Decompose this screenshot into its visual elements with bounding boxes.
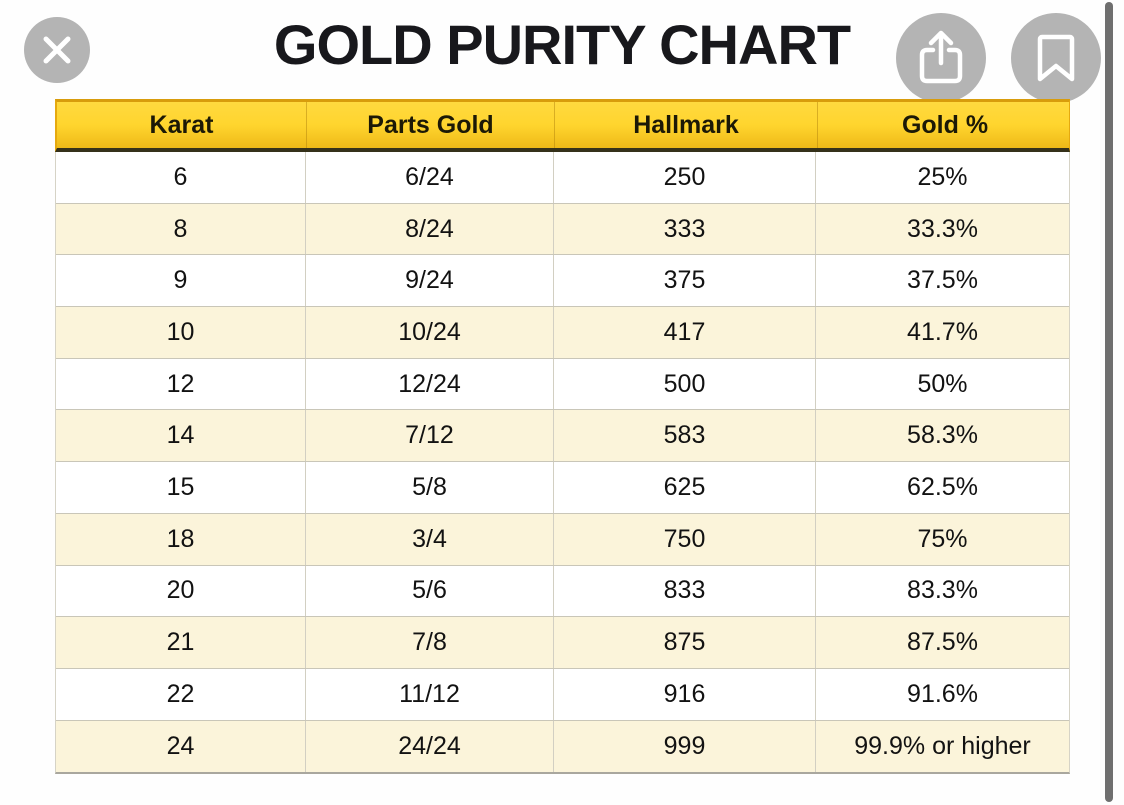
- table-body: 6 6/24 250 25% 8 8/24 333 33.3% 9 9/24 375 37.5% 10 1…: [55, 152, 1070, 775]
- table-cell: 8/24: [306, 203, 554, 255]
- share-button[interactable]: [896, 13, 986, 103]
- table-cell: 11/12: [306, 668, 554, 720]
- table-cell: 375: [554, 255, 816, 307]
- table-cell: 15: [56, 462, 306, 513]
- table-cell: 833: [554, 565, 816, 617]
- table-cell: 500: [554, 358, 816, 410]
- table-cell: 3/4: [306, 513, 554, 565]
- table-cell: 10/24: [306, 307, 554, 358]
- table-cell: 25%: [917, 162, 968, 191]
- close-button[interactable]: [24, 17, 90, 83]
- table-cell: 916: [554, 668, 816, 720]
- table-row: 18 3/4 750 75%: [56, 513, 1069, 566]
- table-cell: 750: [554, 513, 816, 565]
- table-row: 15 5/8 625 62.5%: [56, 462, 1069, 514]
- table-cell: 5/8: [306, 462, 554, 513]
- column-header-hallmark: Hallmark: [555, 102, 818, 148]
- table-cell: 18: [56, 513, 306, 565]
- table-cell: 5/6: [306, 565, 554, 617]
- table-cell: 999: [554, 720, 816, 773]
- table-header-row: Karat Parts Gold Hallmark Gold %: [55, 99, 1070, 152]
- table-cell: 417: [554, 307, 816, 358]
- table-row: 8 8/24 333 33.3%: [56, 203, 1069, 256]
- table-cell: 37.5%: [907, 266, 978, 295]
- table-row: 12 12/24 500 50%: [56, 358, 1069, 411]
- table-cell: 250: [554, 152, 816, 203]
- table-row: 10 10/24 417 41.7%: [56, 307, 1069, 359]
- table-cell: 6: [56, 152, 306, 203]
- table-cell: 33.3%: [907, 214, 978, 243]
- column-header-gold-pct: Gold %: [901, 110, 989, 139]
- table-row: 20 5/6 833 83.3%: [56, 565, 1069, 618]
- table-cell: 875: [554, 617, 816, 668]
- table-cell: 24/24: [306, 720, 554, 773]
- table-cell: 58.3%: [907, 421, 978, 450]
- table-cell: 6/24: [306, 152, 554, 203]
- table-cell: 91.6%: [907, 679, 978, 708]
- table-row: 24 24/24 999 99.9% or higher: [56, 720, 1069, 773]
- table-row: 21 7/8 875 87.5%: [56, 617, 1069, 669]
- vertical-scrollbar[interactable]: [1105, 2, 1113, 802]
- table-cell: 50%: [917, 369, 968, 398]
- share-icon: [915, 30, 967, 86]
- table-cell: 12: [56, 358, 306, 410]
- bookmark-icon: [1034, 31, 1078, 85]
- table-row: 22 11/12 916 91.6%: [56, 668, 1069, 721]
- table-cell: 41.7%: [907, 317, 978, 346]
- table-cell: 24: [56, 720, 306, 773]
- close-icon: [39, 32, 75, 68]
- table-cell: 10: [56, 307, 306, 358]
- table-row: 14 7/12 583 58.3%: [56, 410, 1069, 463]
- table-cell: 583: [554, 410, 816, 462]
- table-cell: 21: [56, 617, 306, 668]
- table-cell: 83.3%: [907, 576, 978, 605]
- table-cell: 22: [56, 668, 306, 720]
- table-cell: 625: [554, 462, 816, 513]
- table-cell: 62.5%: [907, 472, 978, 501]
- table-cell: 12/24: [306, 358, 554, 410]
- bookmark-button[interactable]: [1011, 13, 1101, 103]
- table-cell: 14: [56, 410, 306, 462]
- table-row: 9 9/24 375 37.5%: [56, 255, 1069, 308]
- table-cell: 9/24: [306, 255, 554, 307]
- table-cell: 87.5%: [907, 628, 978, 657]
- column-header-parts-gold: Parts Gold: [307, 102, 555, 148]
- gold-purity-table: Karat Parts Gold Hallmark Gold % 6 6/24 25…: [55, 99, 1070, 775]
- table-row: 6 6/24 250 25%: [56, 152, 1069, 204]
- column-header-karat: Karat: [57, 102, 307, 148]
- table-cell: 9: [56, 255, 306, 307]
- table-cell: 7/12: [306, 410, 554, 462]
- table-cell: 75%: [917, 524, 968, 553]
- page-title: GOLD PURITY CHART: [273, 13, 851, 76]
- table-cell: 333: [554, 203, 816, 255]
- table-cell: 7/8: [306, 617, 554, 668]
- table-cell: 8: [56, 203, 306, 255]
- table-cell: 99.9% or higher: [854, 731, 1031, 760]
- table-cell: 20: [56, 565, 306, 617]
